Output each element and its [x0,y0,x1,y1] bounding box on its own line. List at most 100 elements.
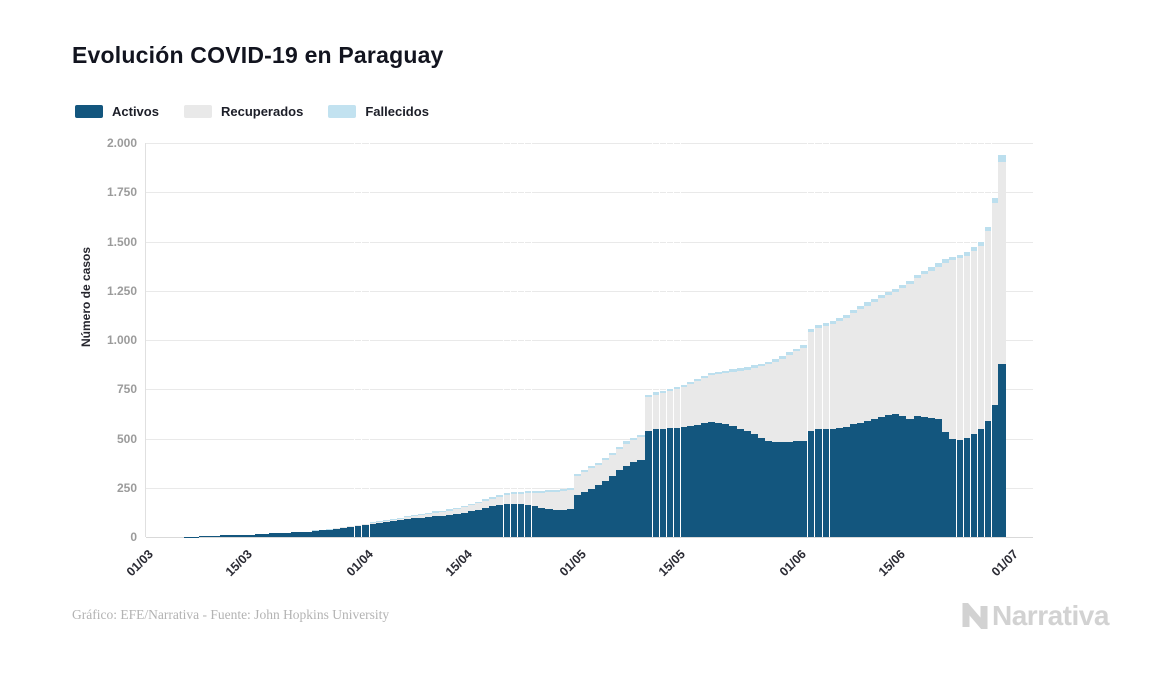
bar-segment-activos [566,509,574,537]
bar-segment-activos [333,528,341,537]
bar-segment-recuperados [729,371,737,427]
stacked-bar [743,143,751,537]
bar-segment-recuperados [666,391,673,429]
bar-segment-fallecidos [538,490,546,493]
bar-segment-activos [623,465,631,537]
narrativa-logo: Narrativa [962,600,1109,632]
gridline-1500 [146,241,1033,243]
bar-segment-activos [595,485,603,537]
stacked-bar [453,143,461,537]
stacked-bar [786,143,794,537]
bar-segment-recuperados [964,255,971,438]
stacked-bar [779,143,787,537]
bar-segment-recuperados [410,516,419,519]
bar-segment-activos [290,532,298,537]
stacked-bar [694,143,702,537]
bar-segment-recuperados [511,494,518,504]
narrativa-logo-text: Narrativa [992,600,1109,631]
legend: Activos Recuperados Fallecidos [75,104,429,119]
stacked-bar [163,143,170,537]
bar-segment-activos [687,426,695,537]
bar-segment-fallecidos [355,524,362,526]
bar-segment-recuperados [488,498,496,507]
bar-segment-activos [481,507,489,537]
bar-segment-activos [488,506,496,537]
bar-segment-activos [467,511,475,537]
stacked-bar [842,143,850,537]
bar-segment-activos [652,429,659,537]
bar-segment-fallecidos [580,470,588,473]
gridline-1000 [146,340,1033,341]
stacked-bar [396,143,404,537]
bar-segment-recuperados [849,312,857,425]
bar-segment-activos [637,460,645,537]
bar-segment-activos [382,522,390,537]
bar-segment-recuperados [467,505,475,512]
bar-segment-activos [878,417,886,537]
bar-segment-fallecidos [906,281,914,285]
bar-segment-activos [616,470,624,537]
bar-segment-activos [226,535,235,537]
stacked-bar [333,143,341,537]
bar-segment-activos [241,535,249,537]
stacked-bar [517,143,525,537]
bar-segment-recuperados [369,523,376,524]
bar-segment-recuperados [474,503,482,510]
credit-text: Gráfico: EFE/Narrativa - Fuente: John Ho… [72,607,390,622]
bar-segment-recuperados [822,325,829,430]
bar-segment-recuperados [956,258,964,440]
stacked-bar [191,143,199,537]
stacked-bar [290,143,298,537]
bar-segment-fallecidos [481,499,489,501]
stacked-bar [234,143,242,537]
bar-segment-recuperados [715,373,723,423]
bar-segment-fallecidos [623,441,631,444]
bar-segment-activos [985,420,992,537]
stacked-bar [410,143,419,537]
stacked-bar [559,143,567,537]
stacked-bar [665,143,673,537]
stacked-bar [446,143,454,537]
stacked-bar [255,143,263,537]
bar-segment-recuperados [425,513,433,517]
stacked-bar [906,143,914,537]
bar-segment-fallecidos [460,505,468,508]
bar-segment-fallecidos [978,241,985,246]
bar-segment-fallecidos [403,516,411,518]
bar-segment-fallecidos [418,513,426,516]
bar-segment-recuperados [418,515,426,518]
stacked-bar [970,143,978,537]
stacked-bar [934,143,942,537]
bar-segment-activos [715,422,723,537]
bar-segment-fallecidos [453,507,461,510]
bar-segment-activos [311,530,319,537]
bar-segment-fallecidos [652,392,659,395]
bar-segment-fallecidos [764,361,772,365]
bar-segment-activos [375,523,383,537]
bar-segment-fallecidos [525,491,532,494]
bar-segment-fallecidos [474,501,482,504]
gridline-750 [146,389,1033,391]
bar-segment-recuperados [602,460,610,482]
bar-segment-recuperados [863,305,872,422]
bar-segment-activos [779,442,787,537]
bar-segment-activos [906,418,914,537]
stacked-bar [701,143,709,537]
stacked-bar [651,143,659,537]
bar-segment-fallecidos [956,254,964,259]
stacked-bar [793,143,801,537]
bar-segment-activos [992,404,999,537]
stacked-bar [354,143,362,537]
bar-segment-fallecidos [362,523,369,525]
y-tick-label: 1.250 [106,283,137,298]
stacked-bar [856,143,864,537]
stacked-bar [531,143,539,537]
bar-segment-activos [602,481,610,537]
bar-segment-activos [892,414,900,537]
stacked-bar [403,143,411,537]
stacked-bar [644,143,652,537]
bar-segment-activos [559,509,567,537]
bar-segment-recuperados [552,491,560,510]
bar-segment-activos [863,421,872,537]
bar-segment-fallecidos [701,376,709,379]
